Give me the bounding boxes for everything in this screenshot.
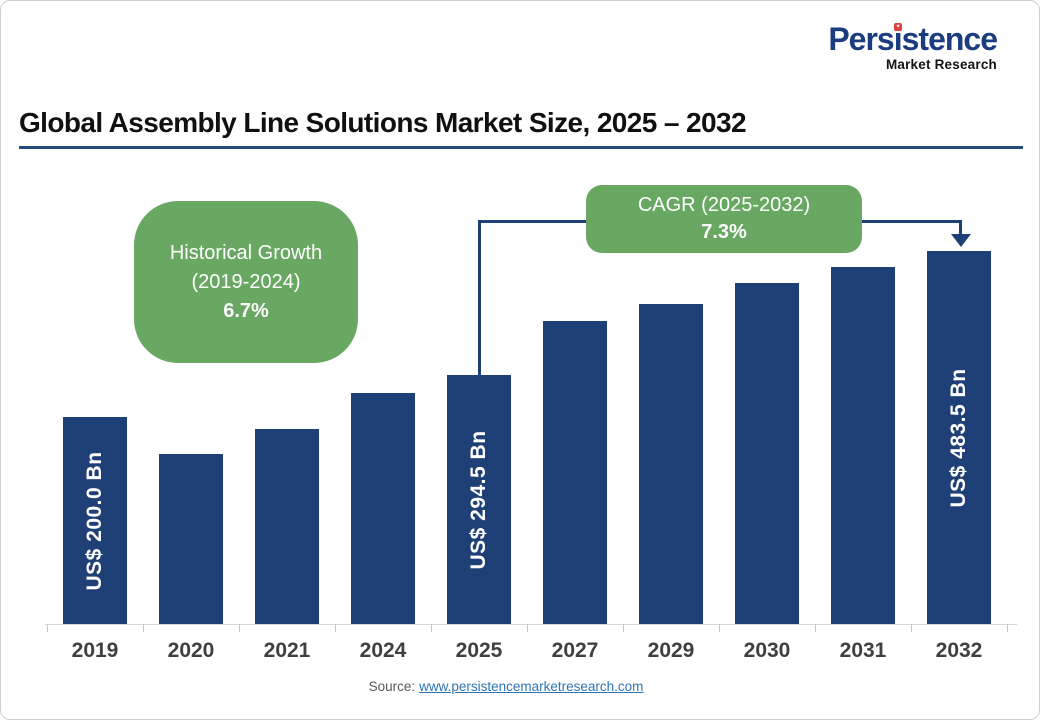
x-axis-label-2032: 2032 bbox=[935, 639, 983, 662]
x-axis-label-2021: 2021 bbox=[263, 639, 311, 662]
cagr-callout-value: 7.3% bbox=[701, 221, 747, 243]
bar-2019 bbox=[63, 417, 127, 624]
brand-letter-i: ✦ ı bbox=[893, 21, 903, 57]
brand-subtitle: Market Research bbox=[885, 57, 997, 72]
brand-logo: Pers ✦ ıstence Market Research bbox=[828, 21, 998, 72]
brand-wordmark: Pers ✦ ıstence bbox=[828, 21, 998, 57]
x-axis-label-2031: 2031 bbox=[839, 639, 887, 662]
bar-value-label-2025: US$ 294.5 Bn bbox=[467, 429, 490, 570]
arrow-down-icon bbox=[951, 234, 971, 247]
bar-2029 bbox=[639, 304, 703, 624]
x-axis-label-2030: 2030 bbox=[743, 639, 791, 662]
x-axis-tick bbox=[431, 624, 432, 632]
historical-callout-value: 6.7% bbox=[223, 299, 269, 322]
cagr-callout-line1: CAGR (2025-2032) bbox=[637, 194, 811, 216]
source-link[interactable]: www.persistencemarketresearch.com bbox=[419, 679, 644, 694]
brand-text-suffix: stence bbox=[901, 21, 998, 57]
chart-title: Global Assembly Line Solutions Market Si… bbox=[19, 107, 747, 138]
x-axis-label-2027: 2027 bbox=[551, 639, 599, 662]
x-axis-label-2024: 2024 bbox=[359, 639, 407, 662]
x-axis-tick bbox=[1007, 624, 1008, 632]
x-axis-tick bbox=[335, 624, 336, 632]
bar-2030 bbox=[735, 283, 799, 624]
x-axis-tick bbox=[527, 624, 528, 632]
cagr-callout: CAGR (2025-2032) 7.3% bbox=[586, 185, 862, 253]
bar-2031 bbox=[831, 267, 895, 624]
brand-text-prefix: Pers bbox=[828, 21, 894, 57]
brand-text-i: ı bbox=[893, 21, 903, 57]
cagr-connector-vertical-left bbox=[478, 220, 481, 376]
x-axis-label-2020: 2020 bbox=[167, 639, 215, 662]
x-axis-tick bbox=[143, 624, 144, 632]
x-axis-tick bbox=[815, 624, 816, 632]
bar-2032 bbox=[927, 251, 991, 624]
bar-2025 bbox=[447, 375, 511, 624]
x-axis-label-2019: 2019 bbox=[71, 639, 119, 662]
source-prefix: Source: bbox=[368, 679, 416, 694]
source-line: Source: www.persistencemarketresearch.com bbox=[1, 679, 1011, 694]
x-axis-tick bbox=[623, 624, 624, 632]
logo-i-dot-glyph: ✦ bbox=[895, 24, 901, 30]
bar-value-label-2019: US$ 200.0 Bn bbox=[83, 450, 106, 591]
title-underline bbox=[19, 146, 1023, 149]
historical-growth-callout: Historical Growth (2019-2024) 6.7% bbox=[134, 201, 358, 363]
logo-i-dot-icon: ✦ bbox=[893, 23, 902, 31]
bar-2021 bbox=[255, 429, 319, 624]
historical-callout-line1: Historical Growth bbox=[169, 241, 323, 264]
x-axis-tick bbox=[911, 624, 912, 632]
x-axis-tick bbox=[239, 624, 240, 632]
x-axis-line bbox=[45, 624, 1017, 625]
bar-2024 bbox=[351, 393, 415, 624]
bar-value-label-2032: US$ 483.5 Bn bbox=[947, 367, 970, 508]
cagr-connector-vertical-right bbox=[959, 220, 962, 236]
bar-2020 bbox=[159, 454, 223, 624]
bar-2027 bbox=[543, 321, 607, 624]
x-axis-label-2029: 2029 bbox=[647, 639, 695, 662]
x-axis-label-2025: 2025 bbox=[455, 639, 503, 662]
historical-callout-line2: (2019-2024) bbox=[191, 270, 301, 293]
x-axis-tick bbox=[719, 624, 720, 632]
x-axis-tick bbox=[47, 624, 48, 632]
